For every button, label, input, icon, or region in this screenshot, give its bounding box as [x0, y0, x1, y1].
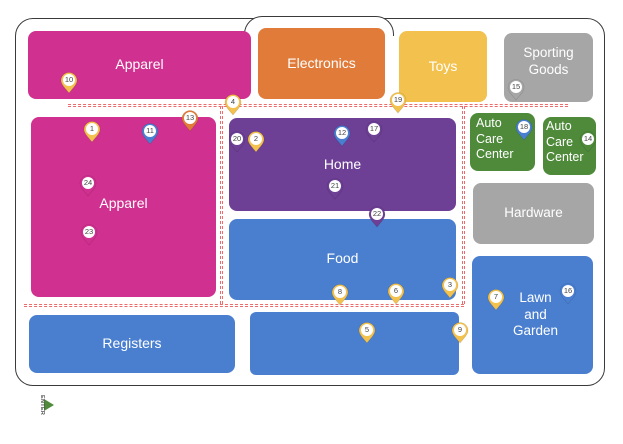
map-pin-icon [331, 284, 349, 306]
map-pin-number: 17 [369, 124, 379, 133]
map-pin-number: 22 [372, 209, 382, 218]
map-pin-icon [333, 125, 351, 147]
dept-label: Auto Care Center [546, 119, 584, 165]
map-pin-number: 5 [364, 325, 370, 334]
map-pin-icon [507, 79, 525, 101]
map-pin-number: 14 [583, 134, 593, 143]
dept-label: Apparel [115, 56, 164, 73]
map-pin-icon [79, 175, 97, 197]
map-pin-number: 16 [563, 286, 573, 295]
map-pin-number: 1 [89, 124, 95, 133]
map-pin-15[interactable]: 15 [507, 79, 525, 101]
entrance-marker[interactable]: ENTER [36, 395, 58, 416]
dept-lawn-and-garden[interactable]: Lawn and Garden [472, 256, 593, 374]
map-pin-icon [515, 119, 533, 141]
entrance-label: ENTER [39, 395, 45, 416]
dept-label: Lawn and Garden [512, 289, 559, 339]
map-pin-22[interactable]: 22 [368, 206, 386, 228]
map-pin-icon [60, 72, 78, 94]
map-pin-8[interactable]: 8 [331, 284, 349, 306]
walking-path-east [462, 106, 465, 304]
map-pin-6[interactable]: 6 [387, 283, 405, 305]
map-pin-number: 19 [393, 95, 403, 104]
map-pin-icon [83, 121, 101, 143]
map-pin-11[interactable]: 11 [141, 123, 159, 145]
map-pin-number: 7 [493, 292, 499, 301]
map-pin-1[interactable]: 1 [83, 121, 101, 143]
map-pin-21[interactable]: 21 [326, 178, 344, 200]
map-pin-number: 18 [519, 122, 529, 131]
dept-label: Toys [428, 57, 458, 74]
map-pin-number: 13 [185, 113, 195, 122]
map-pin-number: 20 [232, 134, 242, 143]
map-pin-3[interactable]: 3 [441, 277, 459, 299]
map-pin-number: 24 [83, 178, 93, 187]
dept-apparel-main[interactable]: Apparel [31, 117, 216, 297]
map-pin-icon [141, 123, 159, 145]
map-pin-number: 8 [337, 287, 343, 296]
map-pin-13[interactable]: 13 [181, 110, 199, 132]
map-pin-14[interactable]: 14 [579, 131, 597, 153]
map-pin-23[interactable]: 23 [80, 224, 98, 246]
dept-label: Home [323, 155, 362, 172]
map-pin-24[interactable]: 24 [79, 175, 97, 197]
map-pin-19[interactable]: 19 [389, 92, 407, 114]
map-pin-9[interactable]: 9 [451, 322, 469, 344]
map-pin-7[interactable]: 7 [487, 289, 505, 311]
dept-label: Electronics [287, 54, 356, 71]
map-pin-12[interactable]: 12 [333, 125, 351, 147]
map-pin-icon [80, 224, 98, 246]
map-pin-icon [358, 322, 376, 344]
map-pin-number: 11 [146, 126, 154, 135]
dept-label: Apparel [99, 195, 148, 212]
dept-hardware[interactable]: Hardware [473, 183, 594, 244]
map-pin-number: 3 [447, 280, 453, 289]
map-pin-icon [228, 131, 246, 153]
map-pin-number: 4 [230, 97, 236, 106]
map-pin-icon [368, 206, 386, 228]
map-pin-number: 15 [511, 82, 521, 91]
map-pin-number: 10 [64, 75, 74, 84]
walking-path-center [220, 106, 223, 304]
map-pin-number: 9 [457, 325, 463, 334]
map-pin-16[interactable]: 16 [559, 283, 577, 305]
map-pin-18[interactable]: 18 [515, 119, 533, 141]
map-pin-icon [389, 92, 407, 114]
map-pin-number: 2 [253, 134, 259, 143]
map-pin-4[interactable]: 4 [224, 94, 242, 116]
dept-label: Registers [102, 335, 162, 352]
dept-electronics[interactable]: Electronics [258, 28, 385, 99]
map-pin-icon [387, 283, 405, 305]
map-pin-number: 23 [84, 227, 94, 236]
map-pin-2[interactable]: 2 [247, 131, 265, 153]
walking-path-south [24, 304, 464, 307]
map-pin-20[interactable]: 20 [228, 131, 246, 153]
map-pin-5[interactable]: 5 [358, 322, 376, 344]
walking-path-north [68, 104, 568, 107]
map-pin-icon [224, 94, 242, 116]
map-pin-number: 12 [337, 128, 347, 137]
dept-front-block[interactable] [250, 312, 459, 375]
dept-label: Food [326, 249, 359, 266]
dept-toys[interactable]: Toys [399, 31, 487, 102]
map-pin-number: 21 [330, 181, 340, 190]
dept-registers[interactable]: Registers [29, 315, 235, 373]
map-pin-icon [451, 322, 469, 344]
map-pin-icon [181, 110, 199, 132]
map-pin-icon [559, 283, 577, 305]
map-pin-icon [365, 121, 383, 143]
dept-label: Sporting Goods [523, 44, 574, 77]
map-pin-icon [441, 277, 459, 299]
map-pin-icon [579, 131, 597, 153]
dept-label: Hardware [504, 205, 563, 221]
dept-label: Auto Care Center [476, 116, 514, 162]
map-pin-icon [326, 178, 344, 200]
map-pin-icon [487, 289, 505, 311]
map-pin-icon [247, 131, 265, 153]
map-pin-10[interactable]: 10 [60, 72, 78, 94]
map-pin-17[interactable]: 17 [365, 121, 383, 143]
map-pin-number: 6 [393, 286, 399, 295]
